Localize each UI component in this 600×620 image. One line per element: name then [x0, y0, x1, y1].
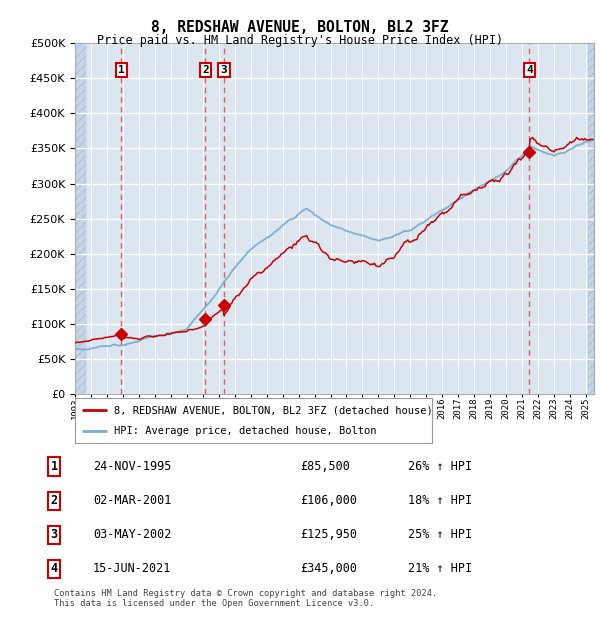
Text: 2: 2	[202, 65, 209, 75]
Bar	[75, 43, 86, 394]
Text: 4: 4	[526, 65, 533, 75]
Text: 3: 3	[50, 528, 58, 541]
Text: 8, REDSHAW AVENUE, BOLTON, BL2 3FZ (detached house): 8, REDSHAW AVENUE, BOLTON, BL2 3FZ (deta…	[114, 405, 433, 415]
Text: Price paid vs. HM Land Registry's House Price Index (HPI): Price paid vs. HM Land Registry's House …	[97, 34, 503, 47]
Text: 4: 4	[50, 562, 58, 575]
Text: £85,500: £85,500	[300, 460, 350, 473]
Text: 1: 1	[118, 65, 125, 75]
Text: 3: 3	[221, 65, 227, 75]
Text: HPI: Average price, detached house, Bolton: HPI: Average price, detached house, Bolt…	[114, 426, 377, 436]
Text: £106,000: £106,000	[300, 494, 357, 507]
Text: 1: 1	[50, 460, 58, 473]
Bar	[587, 43, 594, 394]
Text: 25% ↑ HPI: 25% ↑ HPI	[408, 528, 472, 541]
Text: 2: 2	[50, 494, 58, 507]
Text: 03-MAY-2002: 03-MAY-2002	[93, 528, 172, 541]
Text: 26% ↑ HPI: 26% ↑ HPI	[408, 460, 472, 473]
Text: Contains HM Land Registry data © Crown copyright and database right 2024.
This d: Contains HM Land Registry data © Crown c…	[54, 589, 437, 608]
Text: 18% ↑ HPI: 18% ↑ HPI	[408, 494, 472, 507]
Text: 02-MAR-2001: 02-MAR-2001	[93, 494, 172, 507]
Text: 15-JUN-2021: 15-JUN-2021	[93, 562, 172, 575]
Text: £125,950: £125,950	[300, 528, 357, 541]
Text: £345,000: £345,000	[300, 562, 357, 575]
Text: 24-NOV-1995: 24-NOV-1995	[93, 460, 172, 473]
Text: 21% ↑ HPI: 21% ↑ HPI	[408, 562, 472, 575]
Text: 8, REDSHAW AVENUE, BOLTON, BL2 3FZ: 8, REDSHAW AVENUE, BOLTON, BL2 3FZ	[151, 20, 449, 35]
